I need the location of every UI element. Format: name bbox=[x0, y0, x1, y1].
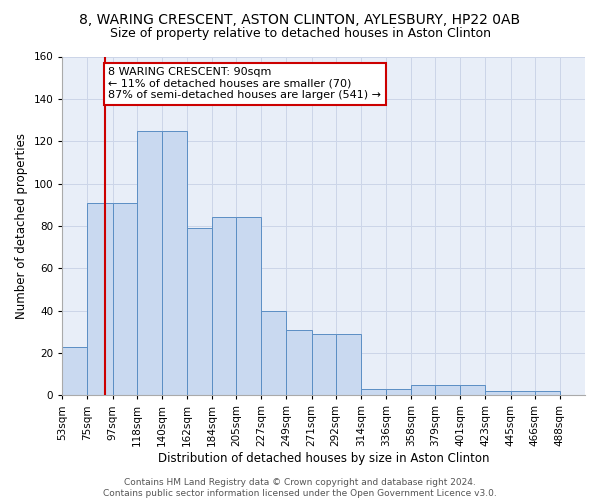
Bar bbox=[535, 391, 560, 396]
Text: 8, WARING CRESCENT, ASTON CLINTON, AYLESBURY, HP22 0AB: 8, WARING CRESCENT, ASTON CLINTON, AYLES… bbox=[79, 12, 521, 26]
Bar bbox=[212, 218, 236, 396]
Bar bbox=[361, 389, 386, 396]
Bar bbox=[286, 330, 311, 396]
Bar bbox=[386, 389, 411, 396]
Bar bbox=[311, 334, 335, 396]
Bar bbox=[236, 218, 262, 396]
Bar bbox=[262, 310, 286, 396]
Bar bbox=[460, 384, 485, 396]
Bar bbox=[62, 346, 88, 396]
Text: Size of property relative to detached houses in Aston Clinton: Size of property relative to detached ho… bbox=[110, 28, 491, 40]
Bar bbox=[335, 334, 361, 396]
Bar bbox=[435, 384, 460, 396]
Text: Contains HM Land Registry data © Crown copyright and database right 2024.
Contai: Contains HM Land Registry data © Crown c… bbox=[103, 478, 497, 498]
Bar bbox=[88, 202, 113, 396]
Bar bbox=[411, 384, 435, 396]
Bar bbox=[511, 391, 535, 396]
Text: 8 WARING CRESCENT: 90sqm
← 11% of detached houses are smaller (70)
87% of semi-d: 8 WARING CRESCENT: 90sqm ← 11% of detach… bbox=[108, 67, 381, 100]
Bar bbox=[162, 130, 187, 396]
X-axis label: Distribution of detached houses by size in Aston Clinton: Distribution of detached houses by size … bbox=[158, 452, 490, 465]
Y-axis label: Number of detached properties: Number of detached properties bbox=[15, 133, 28, 319]
Bar bbox=[137, 130, 162, 396]
Bar bbox=[485, 391, 511, 396]
Bar bbox=[113, 202, 137, 396]
Bar bbox=[187, 228, 212, 396]
